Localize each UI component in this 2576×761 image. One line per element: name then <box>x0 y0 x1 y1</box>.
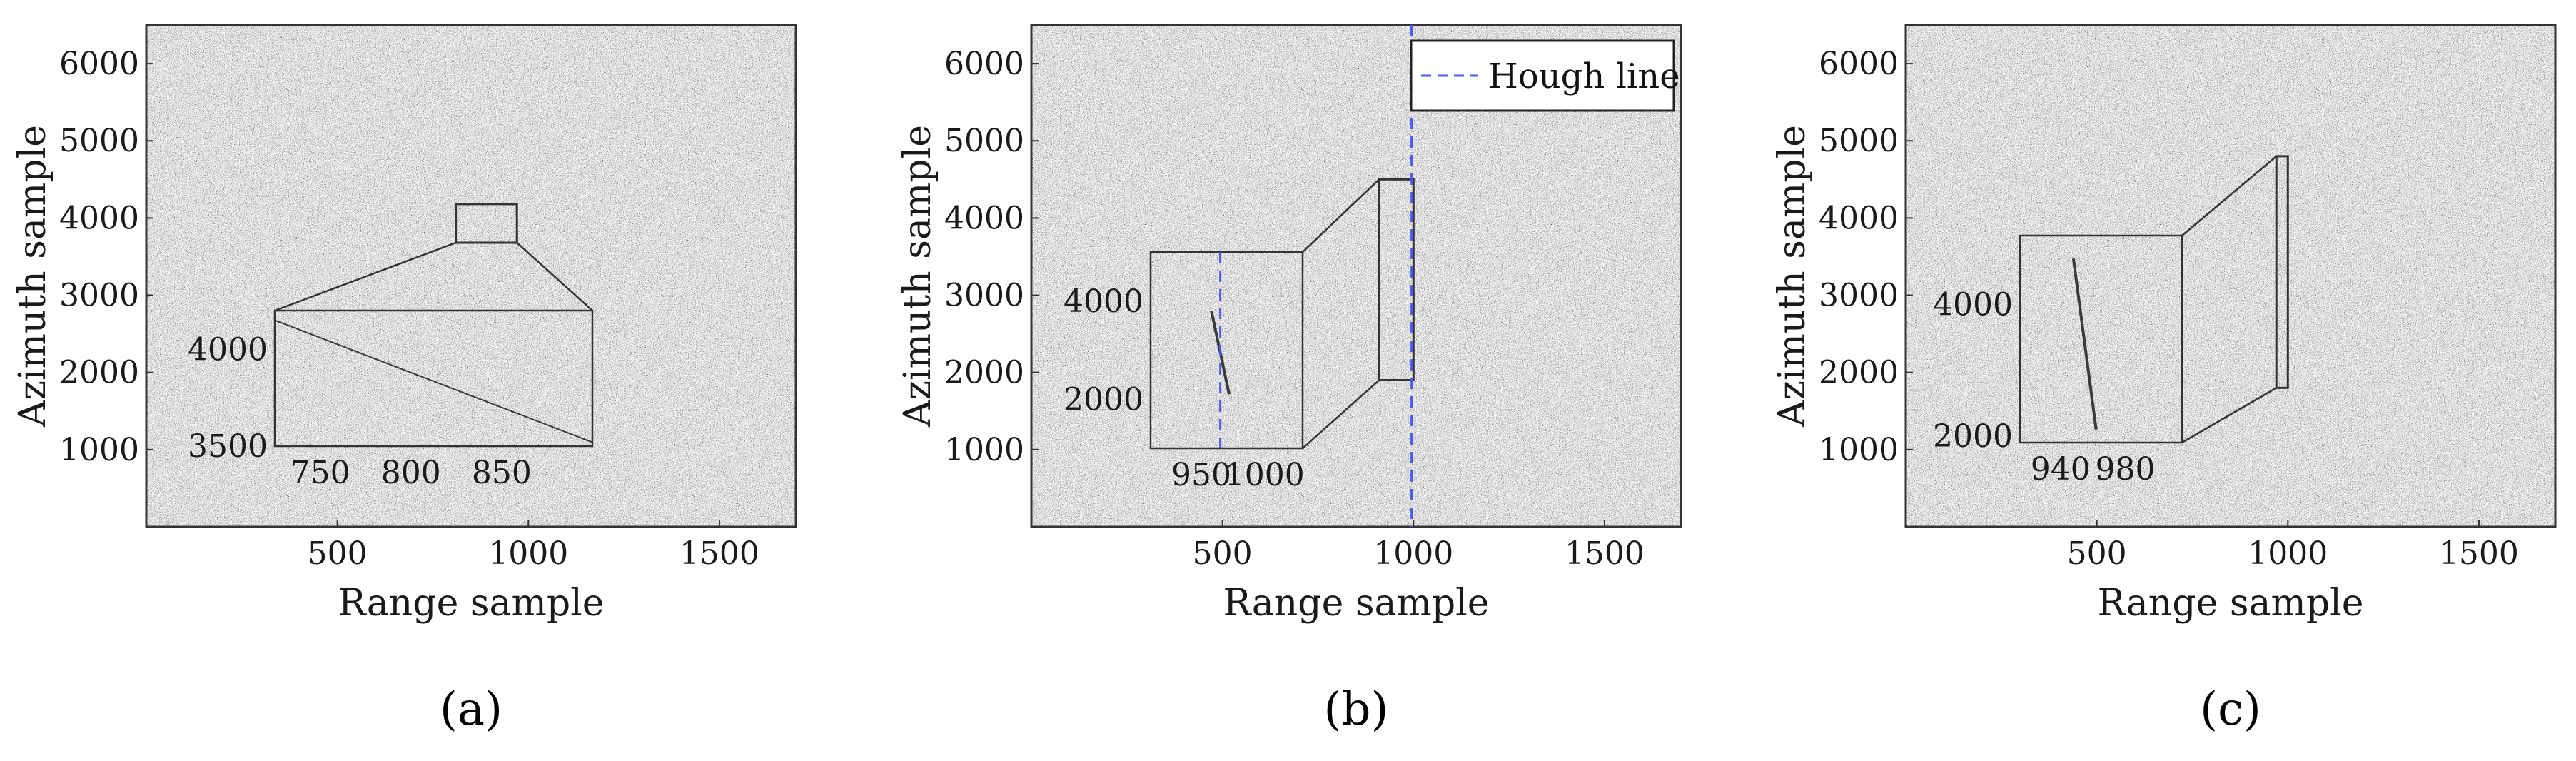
y-tick-label: 6000 <box>59 46 139 82</box>
zoom-inset: 940 980 2000 4000 <box>1933 234 2183 488</box>
y-tick-label: 4000 <box>1819 200 1899 236</box>
x-tick-label: 500 <box>308 535 368 572</box>
connector-line <box>2181 387 2277 444</box>
connector-line <box>274 241 457 312</box>
y-tick-label: 5000 <box>944 123 1024 159</box>
y-tick-label: 3000 <box>59 278 139 314</box>
inset-x-tick-label: 750 <box>291 455 350 491</box>
panel-c: 1000 2000 3000 4000 5000 6000 500 1000 1500 Range… <box>1771 24 2557 736</box>
x-tick-label: 1000 <box>488 535 568 572</box>
x-tick-label: 500 <box>1193 535 1253 572</box>
y-tick-label: 1000 <box>944 432 1024 468</box>
panel-a: 1000 2000 3000 4000 5000 6000 500 1000 1500 Range… <box>11 24 797 736</box>
x-tick-label: 1500 <box>2439 535 2519 572</box>
target-trace <box>2071 258 2098 430</box>
sar-image-c <box>1906 25 2555 527</box>
y-axis-label: Azimuth sample <box>1771 125 1814 428</box>
inset-x-tick-label: 1000 <box>1225 457 1305 493</box>
inset-x-tick-label: 980 <box>2096 451 2156 488</box>
inset-y-tick-label: 4000 <box>1064 283 1143 320</box>
x-tick-label: 1500 <box>1565 535 1645 572</box>
axes-frame-c <box>1904 24 2557 528</box>
axes-frame-a <box>145 24 797 528</box>
y-axis-label: Azimuth sample <box>896 125 939 428</box>
inset-x-tick-label: 940 <box>2031 451 2091 488</box>
x-axis-label: Range sample <box>1223 582 1489 625</box>
y-tick-label: 2000 <box>1819 355 1899 391</box>
y-tick-label: 3000 <box>944 278 1024 314</box>
connector-line <box>1302 379 1380 449</box>
y-tick-label: 5000 <box>59 123 139 159</box>
zoom-inset: 750 800 850 3500 4000 <box>188 309 594 491</box>
panel-caption: (c) <box>2200 683 2261 736</box>
inset-y-tick-label: 2000 <box>1933 418 2013 455</box>
inset-image <box>275 311 592 446</box>
target-trace <box>274 319 593 443</box>
inset-x-tick-label: 850 <box>472 455 532 491</box>
panel-caption: (b) <box>1324 683 1389 736</box>
y-tick-label: 1000 <box>1819 432 1899 468</box>
y-tick-label: 4000 <box>59 200 139 236</box>
roi-box <box>2275 155 2289 389</box>
inset-y-tick-label: 2000 <box>1064 381 1143 418</box>
inset-frame <box>273 309 594 448</box>
x-tick-label: 1000 <box>1373 535 1453 572</box>
y-tick-label: 6000 <box>944 46 1024 82</box>
x-axis-label: Range sample <box>338 582 604 625</box>
inset-image <box>2020 236 2182 443</box>
y-tick-label: 6000 <box>1819 46 1899 82</box>
y-tick-label: 3000 <box>1819 278 1899 314</box>
panel-caption: (a) <box>440 683 502 736</box>
inset-image <box>1151 252 1303 448</box>
connector-line <box>2181 155 2278 236</box>
inset-y-tick-label: 4000 <box>1933 287 2013 323</box>
legend: Hough line <box>1410 39 1680 112</box>
x-tick-label: 1000 <box>2248 535 2328 572</box>
y-tick-label: 4000 <box>944 200 1024 236</box>
legend-label: Hough line <box>1488 56 1680 96</box>
y-axis-label: Azimuth sample <box>11 125 54 428</box>
roi-box <box>455 203 518 244</box>
inset-frame <box>1149 251 1304 450</box>
inset-y-tick-label: 3500 <box>188 428 268 465</box>
x-tick-label: 1500 <box>680 535 759 572</box>
inset-x-tick-label: 800 <box>381 455 441 491</box>
connector-line <box>516 242 593 311</box>
inset-frame <box>2019 234 2183 444</box>
inset-y-tick-label: 4000 <box>188 331 268 368</box>
x-tick-label: 500 <box>2067 535 2127 572</box>
axes-frame-b <box>1030 24 1682 528</box>
x-axis-label: Range sample <box>2097 582 2363 625</box>
connector-line <box>1302 178 1380 253</box>
panel-b: 1000 2000 3000 4000 5000 6000 500 1000 1500 Range… <box>896 24 1682 736</box>
y-tick-label: 2000 <box>59 355 139 391</box>
y-tick-label: 1000 <box>59 432 139 468</box>
inset-x-tick-label: 950 <box>1171 457 1231 493</box>
y-tick-label: 2000 <box>944 355 1024 391</box>
y-tick-label: 5000 <box>1819 123 1899 159</box>
roi-box <box>1378 178 1415 382</box>
